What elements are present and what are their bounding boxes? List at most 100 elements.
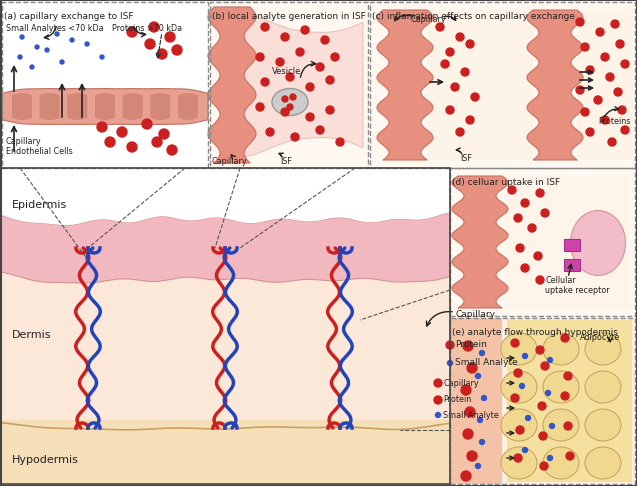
- Circle shape: [456, 33, 464, 41]
- Circle shape: [526, 416, 531, 420]
- Circle shape: [85, 42, 89, 46]
- Circle shape: [35, 45, 39, 49]
- Circle shape: [282, 96, 288, 102]
- Text: Vesicle: Vesicle: [272, 67, 301, 76]
- Circle shape: [576, 86, 584, 94]
- Text: Protein: Protein: [455, 340, 487, 349]
- Circle shape: [576, 18, 584, 26]
- Circle shape: [290, 94, 296, 100]
- Circle shape: [321, 36, 329, 44]
- Circle shape: [18, 55, 22, 59]
- Circle shape: [608, 138, 616, 146]
- Circle shape: [461, 471, 471, 481]
- Circle shape: [471, 93, 479, 101]
- Polygon shape: [150, 93, 170, 120]
- Bar: [577, 10, 633, 160]
- Polygon shape: [95, 93, 115, 120]
- Circle shape: [446, 341, 454, 349]
- Bar: [0, 420, 450, 484]
- Circle shape: [511, 339, 519, 347]
- Circle shape: [287, 104, 293, 110]
- Ellipse shape: [585, 371, 621, 403]
- Circle shape: [301, 26, 309, 34]
- Circle shape: [536, 189, 544, 197]
- Circle shape: [514, 454, 522, 462]
- Ellipse shape: [585, 447, 621, 479]
- Text: uptake receptor: uptake receptor: [545, 286, 610, 295]
- Polygon shape: [123, 93, 143, 120]
- Circle shape: [594, 96, 602, 104]
- Circle shape: [70, 38, 74, 42]
- Polygon shape: [208, 7, 256, 163]
- Text: Capillary: Capillary: [455, 310, 495, 319]
- Circle shape: [152, 137, 162, 147]
- Circle shape: [326, 106, 334, 114]
- Ellipse shape: [543, 333, 579, 365]
- Circle shape: [451, 83, 459, 91]
- Circle shape: [545, 390, 550, 396]
- Ellipse shape: [543, 371, 579, 403]
- Polygon shape: [2, 88, 208, 124]
- Circle shape: [159, 129, 169, 139]
- Bar: [0, 270, 450, 420]
- Circle shape: [516, 426, 524, 434]
- Bar: [2, 2, 208, 168]
- Text: (c) inflamation effects on capillary exchange: (c) inflamation effects on capillary exc…: [372, 12, 575, 21]
- Polygon shape: [178, 93, 198, 120]
- Polygon shape: [0, 212, 450, 283]
- Circle shape: [167, 145, 177, 155]
- Text: Small Analyte: Small Analyte: [443, 411, 499, 419]
- Circle shape: [261, 78, 269, 86]
- Text: ISF: ISF: [280, 157, 292, 166]
- Circle shape: [547, 455, 552, 461]
- Circle shape: [482, 396, 487, 400]
- Circle shape: [601, 116, 609, 124]
- Circle shape: [105, 137, 115, 147]
- Circle shape: [157, 49, 167, 59]
- Text: Small Analyte: Small Analyte: [455, 358, 518, 367]
- Bar: [427, 10, 533, 160]
- Circle shape: [540, 462, 548, 470]
- Circle shape: [463, 429, 473, 439]
- Circle shape: [475, 464, 480, 469]
- Circle shape: [561, 392, 569, 400]
- Circle shape: [55, 32, 59, 36]
- Circle shape: [538, 402, 546, 410]
- Circle shape: [45, 48, 49, 52]
- Ellipse shape: [501, 371, 537, 403]
- Text: (a) capillary exchange to ISF: (a) capillary exchange to ISF: [4, 12, 134, 21]
- Circle shape: [30, 65, 34, 69]
- Circle shape: [145, 39, 155, 49]
- Text: Small Analytes <70 kDa: Small Analytes <70 kDa: [6, 24, 104, 33]
- Circle shape: [536, 276, 544, 284]
- Circle shape: [601, 53, 609, 61]
- Circle shape: [465, 407, 475, 417]
- Circle shape: [561, 334, 569, 342]
- Bar: [370, 2, 635, 168]
- Text: Capillary: Capillary: [443, 379, 478, 387]
- Circle shape: [550, 423, 554, 429]
- Text: Adipocyte: Adipocyte: [580, 333, 620, 342]
- Bar: [0, 168, 450, 484]
- Text: Capillary: Capillary: [212, 157, 248, 166]
- Circle shape: [536, 346, 544, 354]
- Polygon shape: [527, 10, 583, 160]
- Circle shape: [331, 53, 339, 61]
- Ellipse shape: [501, 447, 537, 479]
- Circle shape: [522, 353, 527, 359]
- Circle shape: [441, 60, 449, 68]
- Bar: [507, 320, 632, 482]
- Circle shape: [256, 103, 264, 111]
- Circle shape: [480, 350, 485, 355]
- Polygon shape: [245, 13, 363, 157]
- Circle shape: [261, 23, 269, 31]
- Circle shape: [100, 55, 104, 59]
- Bar: [450, 318, 635, 484]
- Polygon shape: [12, 93, 32, 120]
- Ellipse shape: [501, 333, 537, 365]
- Text: Epidermis: Epidermis: [12, 200, 68, 210]
- Circle shape: [547, 358, 552, 363]
- Circle shape: [521, 199, 529, 207]
- Circle shape: [461, 385, 471, 395]
- Circle shape: [172, 45, 182, 55]
